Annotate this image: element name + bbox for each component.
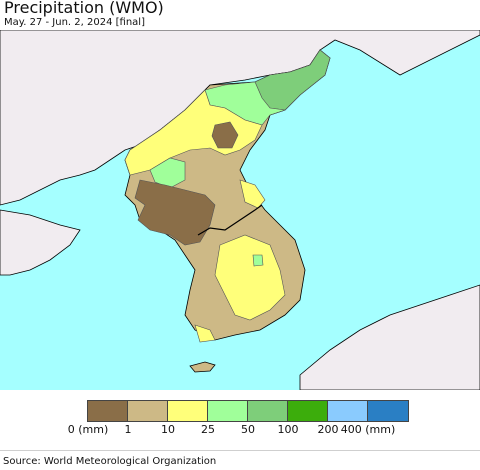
south-yellow	[214, 234, 286, 321]
south-light-green	[252, 254, 264, 267]
map-canvas	[0, 30, 480, 390]
japan-landmass	[299, 284, 480, 390]
legend-swatch-6	[328, 401, 368, 421]
legend-swatch-1	[128, 401, 168, 421]
pyongyang-dry	[211, 121, 239, 149]
dmz-border	[197, 204, 263, 236]
northwest-green	[149, 157, 186, 189]
legend-label-5: 100	[277, 423, 299, 436]
legend-label-4: 50	[241, 423, 255, 436]
legend-label-3: 25	[201, 423, 215, 436]
legend-swatch-3	[208, 401, 248, 421]
korea-peninsula	[124, 49, 331, 343]
precipitation-legend	[87, 400, 409, 422]
east-yellow	[239, 179, 266, 209]
source-credit: Source: World Meteorological Organizatio…	[3, 456, 217, 467]
legend-label-2: 10	[161, 423, 175, 436]
legend-label-0: 0 (mm)	[67, 423, 109, 436]
legend-swatch-2	[168, 401, 208, 421]
north-yellow	[124, 89, 263, 176]
map-title: Precipitation (WMO)	[4, 0, 164, 17]
legend-swatch-5	[288, 401, 328, 421]
footer-divider	[0, 450, 480, 451]
jeju-island	[189, 361, 216, 373]
precipitation-map	[0, 30, 480, 390]
shandong-landmass	[0, 209, 81, 276]
southwest-yellow	[194, 324, 216, 343]
legend-swatch-7	[368, 401, 408, 421]
legend-swatch-4	[248, 401, 288, 421]
legend-label-7: 400 (mm)	[340, 423, 396, 436]
legend-label-6: 200	[317, 423, 339, 436]
legend-label-1: 1	[124, 423, 132, 436]
legend-swatch-0	[88, 401, 128, 421]
west-dry	[134, 179, 216, 246]
map-subtitle: May. 27 - Jun. 2, 2024 [final]	[4, 17, 145, 28]
